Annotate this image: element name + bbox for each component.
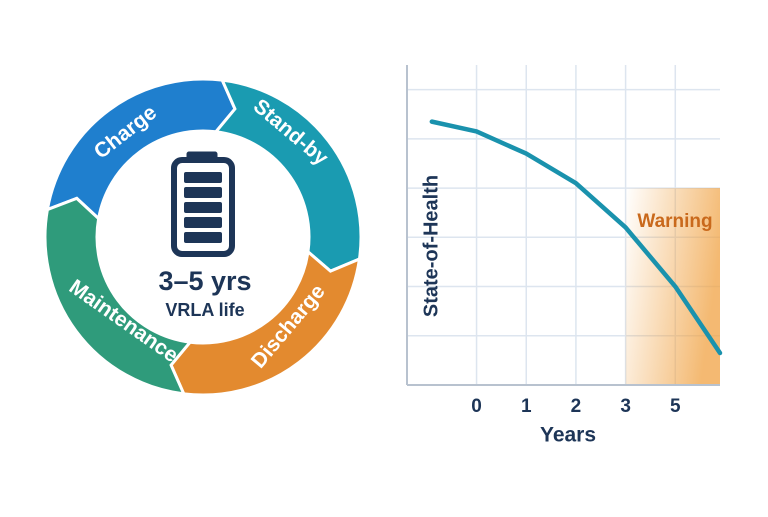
x-tick-label: 5 — [670, 396, 681, 417]
cycle-segment — [213, 78, 363, 273]
y-axis-label: State-of-Health — [420, 175, 442, 317]
cycle-segment — [43, 196, 193, 396]
warning-label: Warning — [637, 211, 712, 232]
line-chart: 0 1 2 3 5 Warning Years State-of-Health — [406, 65, 723, 447]
center-title: 3–5 yrs — [158, 266, 251, 296]
x-axis-label: Years — [540, 424, 596, 447]
battery-icon — [171, 151, 235, 257]
x-tick-label: 3 — [620, 396, 631, 417]
x-tick-label: 2 — [571, 396, 582, 417]
health-curve — [429, 119, 723, 356]
x-tick-label: 1 — [521, 396, 532, 417]
center-caption: VRLA life — [165, 300, 244, 320]
x-tick-label: 0 — [471, 396, 482, 417]
